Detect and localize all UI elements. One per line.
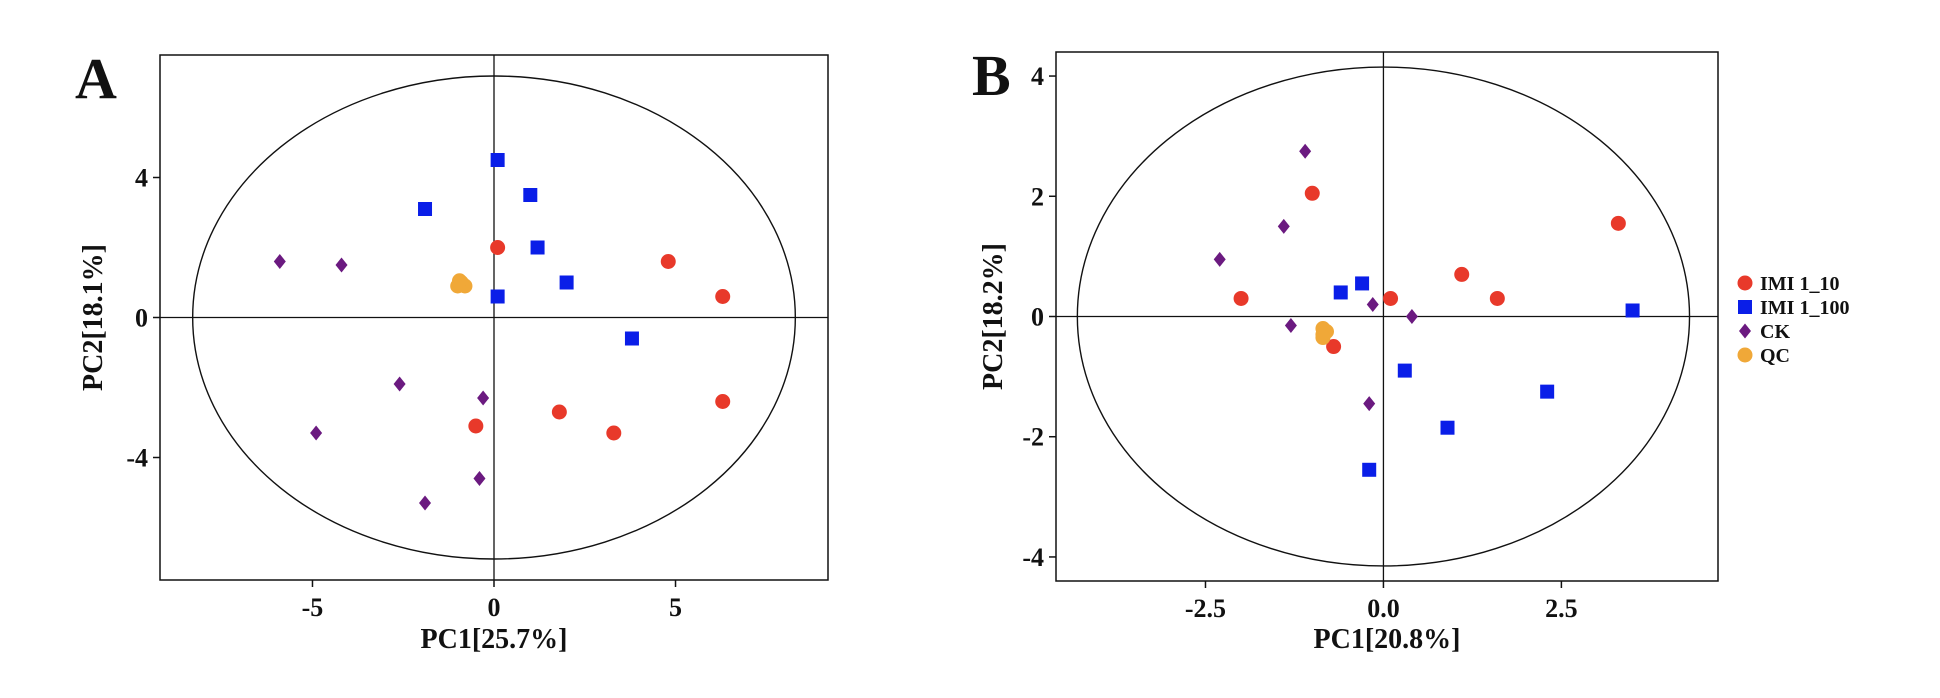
panel-a-x-axis-label: PC1[25.7%] xyxy=(421,624,568,655)
legend-marker-imi-1-100 xyxy=(1738,300,1752,314)
legend-label-ck: CK xyxy=(1760,321,1790,343)
panel-a-ytick-label: -4 xyxy=(126,444,148,473)
panel-b-letter: B xyxy=(972,43,1011,108)
legend-marker-ck xyxy=(1739,323,1751,339)
panel-b-point-imi-1-100 xyxy=(1440,420,1455,435)
panel-b-ytick-label: 2 xyxy=(1031,182,1044,211)
panel-b-point-imi-1-100 xyxy=(1625,303,1640,318)
panel-b-point-ck xyxy=(1299,143,1312,159)
legend-label-imi-1-100: IMI 1_100 xyxy=(1760,297,1849,319)
panel-a-point-imi-1-100 xyxy=(624,331,639,346)
legend-marker-imi-1-10 xyxy=(1737,275,1753,291)
panel-b-point-imi-1-10 xyxy=(1610,215,1626,231)
panel-a-xtick-label: -5 xyxy=(302,593,324,622)
panel-a-point-ck xyxy=(473,471,486,486)
panel-a-ytick-label: 4 xyxy=(135,164,148,193)
panel-a-point-ck xyxy=(419,495,432,511)
panel-a-y-axis-label: PC2[18.1%] xyxy=(78,244,109,391)
panel-b: -2.5 0.0 2.5 -4 -2 0 2 4 PC1[20.8%] PC2[18.2%] B xyxy=(972,43,1719,655)
panel-b-point-ck xyxy=(1405,309,1418,324)
panel-a-point-imi-1-100 xyxy=(418,202,433,216)
panel-b-ellipse xyxy=(1076,66,1691,567)
panel-a-ellipse xyxy=(191,75,797,560)
panel-b-point-imi-1-100 xyxy=(1355,276,1370,291)
panel-a-point-ck xyxy=(335,257,348,273)
panel-a-point-ck xyxy=(393,376,406,392)
panel-b-ytick-label: -4 xyxy=(1022,543,1044,572)
panel-b-point-imi-1-100 xyxy=(1540,384,1555,399)
panel-b-point-ck xyxy=(1213,251,1226,267)
panel-a-point-imi-1-10 xyxy=(606,425,622,441)
panel-b-point-imi-1-10 xyxy=(1233,290,1249,306)
panel-a-point-imi-1-10 xyxy=(468,418,484,434)
panel-a-point-ck xyxy=(273,254,286,269)
panel-a-xtick-label: 0 xyxy=(488,593,501,622)
legend-label-qc: QC xyxy=(1760,345,1790,367)
panel-a-letter: A xyxy=(75,46,117,111)
panel-b-xtick-label: 2.5 xyxy=(1545,594,1578,623)
panel-b-ytick-label: 4 xyxy=(1031,62,1044,91)
panel-a-xtick-label: 5 xyxy=(669,593,682,622)
panel-b-ytick-label: -2 xyxy=(1022,423,1044,452)
panel-a-point-imi-1-10 xyxy=(551,404,567,420)
panel-a-point-ck xyxy=(477,390,490,406)
panel-a-point-imi-1-100 xyxy=(490,289,505,304)
panel-a-point-imi-1-10 xyxy=(660,254,676,269)
panel-b-x-axis-label: PC1[20.8%] xyxy=(1314,624,1461,655)
panel-a-point-imi-1-100 xyxy=(559,275,574,290)
panel-a-point-imi-1-10 xyxy=(715,394,731,409)
panel-a-point-ck xyxy=(310,425,323,441)
panel-b-point-ck xyxy=(1363,396,1376,412)
panel-b-point-imi-1-100 xyxy=(1397,363,1412,378)
panel-a-point-imi-1-100 xyxy=(530,240,545,255)
panel-a-point-imi-1-10 xyxy=(490,240,506,255)
panel-b-point-imi-1-10 xyxy=(1454,266,1470,282)
legend-label-imi-1-10: IMI 1_10 xyxy=(1760,273,1839,295)
panel-b-point-imi-1-100 xyxy=(1333,285,1348,300)
panel-b-point-imi-1-10 xyxy=(1383,290,1399,306)
panel-a-point-imi-1-10 xyxy=(715,289,731,304)
panel-a: -5 0 5 -4 0 4 PC1[25.7%] PC2[18.1%] A xyxy=(75,46,829,655)
panel-a-point-qc xyxy=(452,273,468,289)
panel-b-ytick-label: 0 xyxy=(1031,303,1044,332)
panel-b-xtick-label: -2.5 xyxy=(1185,594,1226,623)
panel-b-point-imi-1-10 xyxy=(1304,185,1320,201)
panel-a-point-imi-1-100 xyxy=(523,188,538,202)
panel-a-point-imi-1-100 xyxy=(490,153,505,167)
panel-b-point-qc xyxy=(1315,330,1331,346)
panel-a-ytick-label: 0 xyxy=(135,304,148,333)
legend-marker-qc xyxy=(1737,347,1753,363)
panel-b-xtick-label: 0.0 xyxy=(1367,594,1400,623)
panel-b-point-imi-1-10 xyxy=(1326,339,1342,355)
panel-b-point-ck xyxy=(1366,296,1379,312)
panel-b-point-imi-1-100 xyxy=(1362,462,1377,477)
panel-b-point-imi-1-10 xyxy=(1489,290,1505,306)
panel-b-point-ck xyxy=(1284,318,1297,334)
panel-b-point-ck xyxy=(1277,218,1290,234)
panel-b-y-axis-label: PC2[18.2%] xyxy=(978,243,1009,390)
